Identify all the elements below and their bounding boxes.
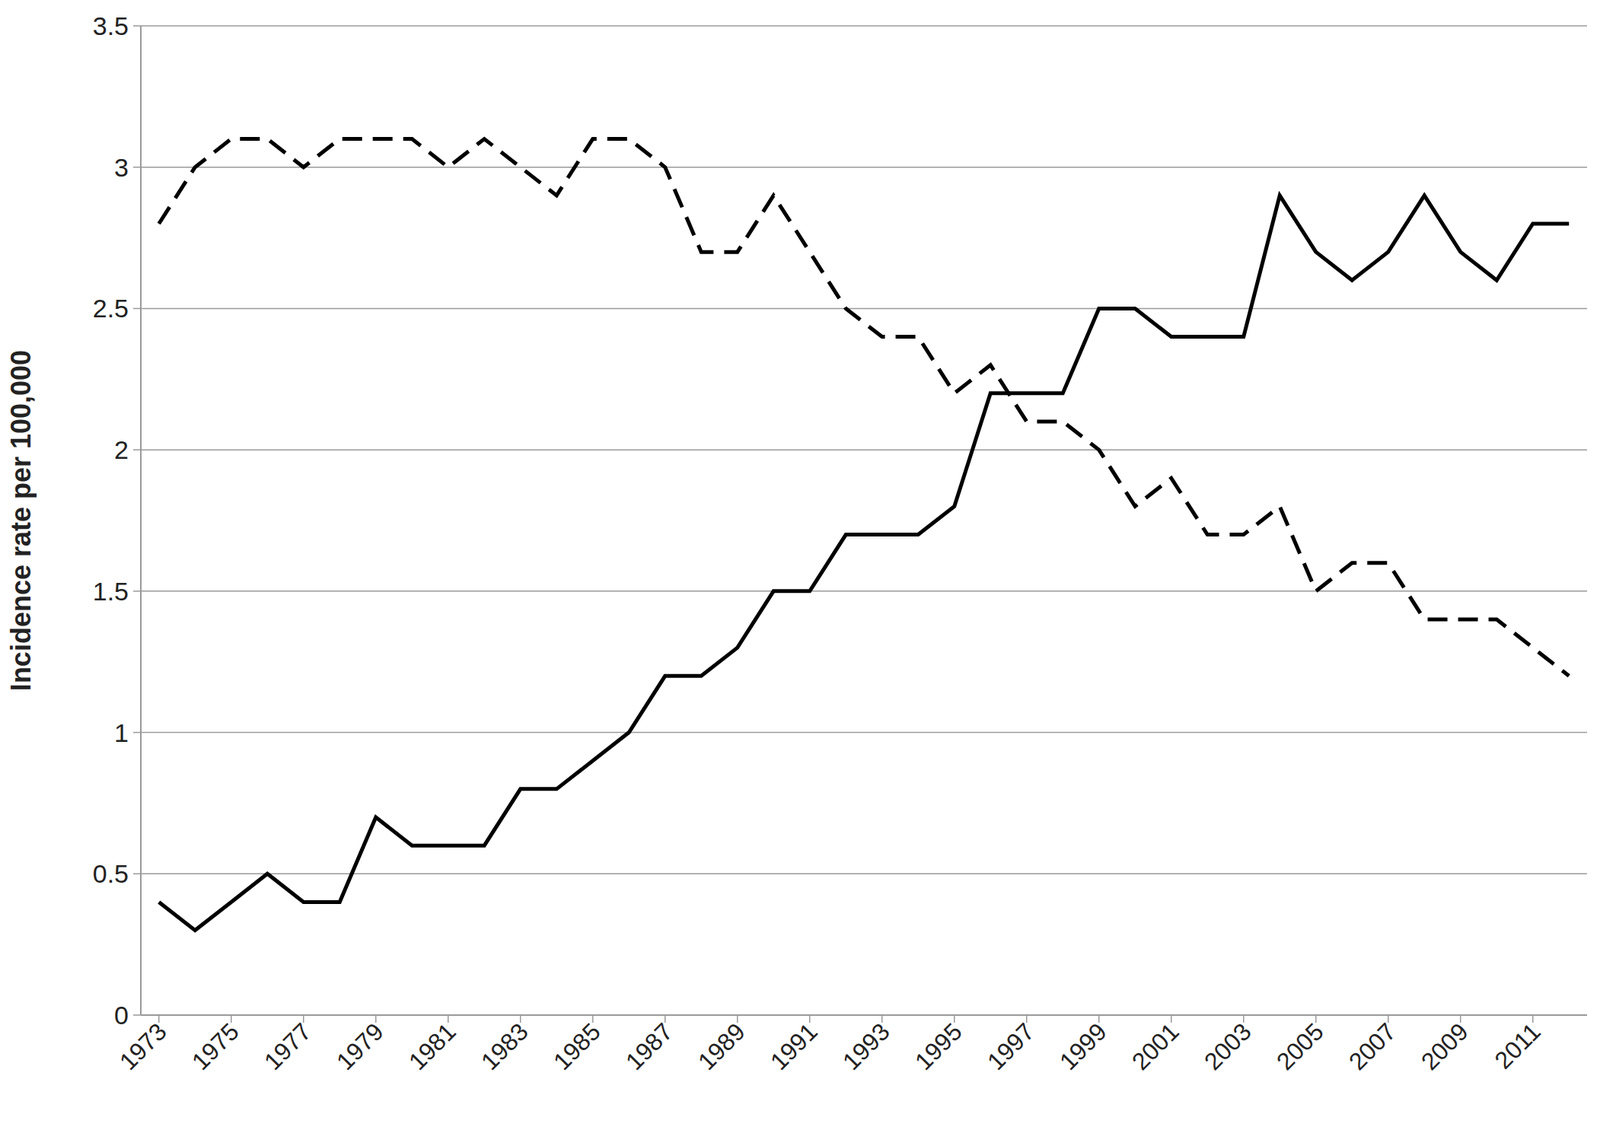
y-tick (133, 166, 141, 169)
x-tick (1532, 1015, 1534, 1024)
x-tick-label: 1999 (1054, 1017, 1113, 1076)
y-tick (133, 732, 141, 734)
y-axis-label: Incidence rate per 100,000 (5, 350, 37, 692)
x-tick-label: 1975 (186, 1017, 245, 1076)
x-tick (1387, 1015, 1390, 1024)
x-axis (140, 1014, 1588, 1017)
y-tick-label: 0.5 (92, 859, 129, 889)
x-tick-label: 1989 (692, 1017, 751, 1076)
y-axis (140, 25, 142, 1016)
x-tick-label: 1983 (475, 1017, 534, 1076)
x-tick-label: 2005 (1271, 1017, 1330, 1076)
y-tick-label: 2.5 (92, 293, 129, 323)
grid-line (140, 166, 1588, 169)
x-tick (1243, 1015, 1245, 1024)
x-tick-label: 1991 (764, 1017, 823, 1076)
grid-line (140, 308, 1588, 310)
x-tick (881, 1015, 883, 1024)
x-tick-label: 1993 (837, 1017, 896, 1076)
series-line (159, 139, 1570, 677)
x-tick-label: 1977 (258, 1017, 317, 1076)
x-tick (447, 1015, 450, 1024)
x-tick-label: 1995 (909, 1017, 968, 1076)
x-tick (953, 1015, 956, 1024)
grid-line (140, 590, 1588, 593)
y-tick (133, 590, 141, 593)
x-tick (519, 1015, 522, 1024)
x-tick (809, 1015, 811, 1024)
y-tick (133, 25, 141, 27)
y-tick-label: 1.5 (92, 576, 129, 606)
grid-line (140, 449, 1588, 451)
x-tick (375, 1015, 377, 1024)
x-tick (1170, 1015, 1173, 1024)
y-tick-label: 0 (114, 1000, 129, 1030)
x-tick-label: 2001 (1126, 1017, 1185, 1076)
series-line (159, 195, 1570, 931)
y-tick (133, 1014, 141, 1017)
x-tick (1098, 1015, 1100, 1024)
x-tick-label: 2007 (1343, 1017, 1402, 1076)
x-tick (736, 1015, 739, 1024)
y-tick (133, 873, 141, 876)
grid-line (140, 732, 1588, 734)
y-tick (133, 308, 141, 310)
plot-area (159, 139, 1570, 931)
x-tick (664, 1015, 667, 1024)
grid-line (140, 1014, 1588, 1017)
x-tick (230, 1015, 233, 1024)
x-tick-label: 1973 (114, 1017, 173, 1076)
grid-line (140, 873, 1588, 876)
x-tick (592, 1015, 594, 1024)
x-tick-label: 1985 (548, 1017, 606, 1076)
x-tick (158, 1015, 160, 1024)
x-tick-label: 1981 (403, 1017, 462, 1076)
y-tick-label: 2 (114, 435, 129, 465)
x-tick-label: 1987 (620, 1017, 679, 1076)
x-tick-label: 2011 (1489, 1017, 1546, 1075)
x-tick-label: 1979 (331, 1017, 389, 1076)
y-tick-label: 1 (114, 718, 129, 748)
y-tick (133, 449, 141, 451)
y-tick-label: 3.5 (92, 11, 129, 41)
x-tick (1026, 1015, 1028, 1024)
x-tick-label: 1997 (981, 1017, 1040, 1076)
x-tick-label: 2003 (1198, 1017, 1257, 1076)
x-tick-label: 2009 (1415, 1017, 1474, 1076)
x-tick (302, 1015, 305, 1024)
x-tick (1459, 1015, 1462, 1024)
x-tick (1315, 1015, 1317, 1024)
grid-line (140, 25, 1588, 27)
chart: 0 0.5 1 1.5 2 2.5 3 3.5 197319751977197919811983… (0, 0, 1600, 1130)
y-tick-label: 3 (114, 152, 129, 182)
